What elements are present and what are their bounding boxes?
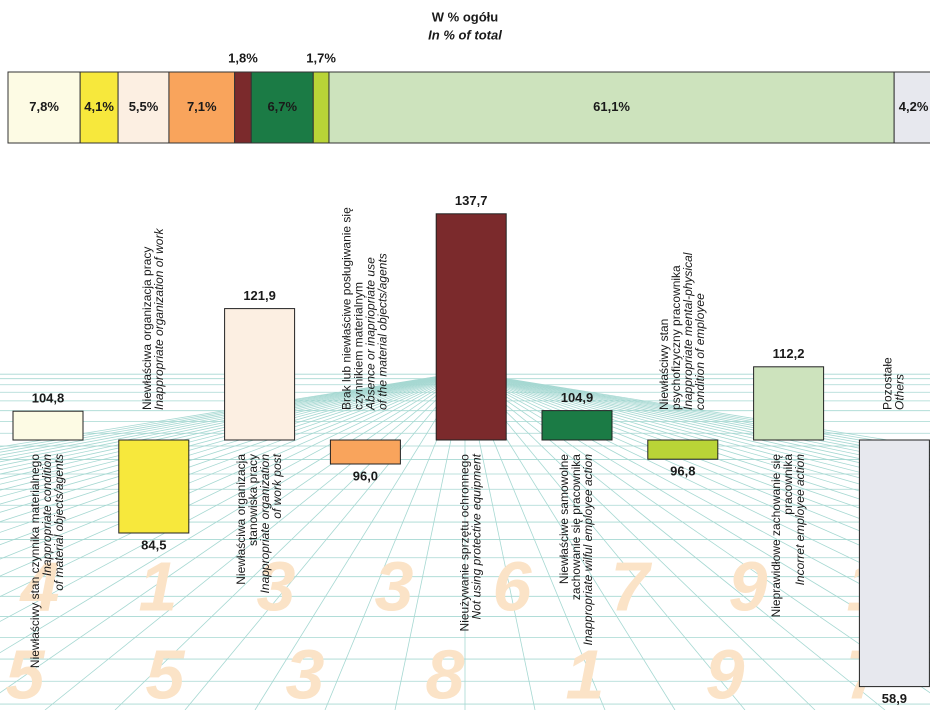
category-label: of work post xyxy=(270,453,284,518)
background-digit: 3 xyxy=(286,635,325,710)
segment xyxy=(235,72,252,143)
bar xyxy=(754,367,824,440)
background-digit: 8 xyxy=(426,635,465,710)
background-digit: 9 xyxy=(706,635,745,710)
bar xyxy=(330,440,400,464)
category-label: Inappropriate organization of work xyxy=(152,228,166,410)
value-label: 6,7% xyxy=(267,99,297,114)
background-digit: 7 xyxy=(611,547,653,625)
background-digit: 9 xyxy=(729,547,768,625)
background-digit: 1 xyxy=(566,635,605,710)
category-label: of the material objects/agents xyxy=(376,253,390,410)
bar xyxy=(648,440,718,459)
category-label: Others xyxy=(893,374,907,410)
value-label: 7,8% xyxy=(29,99,59,114)
value-label: 104,8 xyxy=(32,391,65,406)
value-label: 137,7 xyxy=(455,193,488,208)
bar xyxy=(13,411,83,440)
value-label: 121,9 xyxy=(243,288,276,303)
category-label: Inappropriate wilful employee action xyxy=(581,454,595,646)
value-label: 96,8 xyxy=(670,464,695,479)
bar xyxy=(859,440,929,687)
value-label: 61,1% xyxy=(593,99,630,114)
value-label: 7,1% xyxy=(187,99,217,114)
chart: W % ogółu In % of total 7,8% 4,1% 5,5% 7,1%… xyxy=(0,0,930,710)
category-label: of material objects/agents xyxy=(52,454,66,591)
bar xyxy=(542,411,612,440)
value-label: 1,8% xyxy=(228,50,258,65)
value-label: 112,2 xyxy=(773,346,805,361)
value-label: 96,0 xyxy=(353,468,378,483)
bar xyxy=(436,214,506,440)
chart-title: W % ogółu xyxy=(432,9,498,24)
category-label: Not using protective equipment xyxy=(469,453,483,619)
value-label: 1,7% xyxy=(306,50,336,65)
background-digit: 6 xyxy=(493,547,533,625)
value-label: 4,1% xyxy=(84,99,114,114)
value-label: 84,5 xyxy=(141,537,166,552)
category-label: Incorret employee action xyxy=(793,454,807,586)
value-label: 5,5% xyxy=(129,99,159,114)
chart-subtitle: In % of total xyxy=(428,27,502,42)
background-digit: 1 xyxy=(139,547,178,625)
background-digit: 5 xyxy=(146,635,186,710)
category-label: condition of employee xyxy=(693,293,707,410)
bar xyxy=(225,309,295,440)
value-label: 58,9 xyxy=(882,691,907,706)
background-digit: 3 xyxy=(375,547,414,625)
value-label: 4,2% xyxy=(899,99,929,114)
value-label: 104,9 xyxy=(561,390,594,405)
bar xyxy=(119,440,189,533)
segment xyxy=(313,72,329,143)
